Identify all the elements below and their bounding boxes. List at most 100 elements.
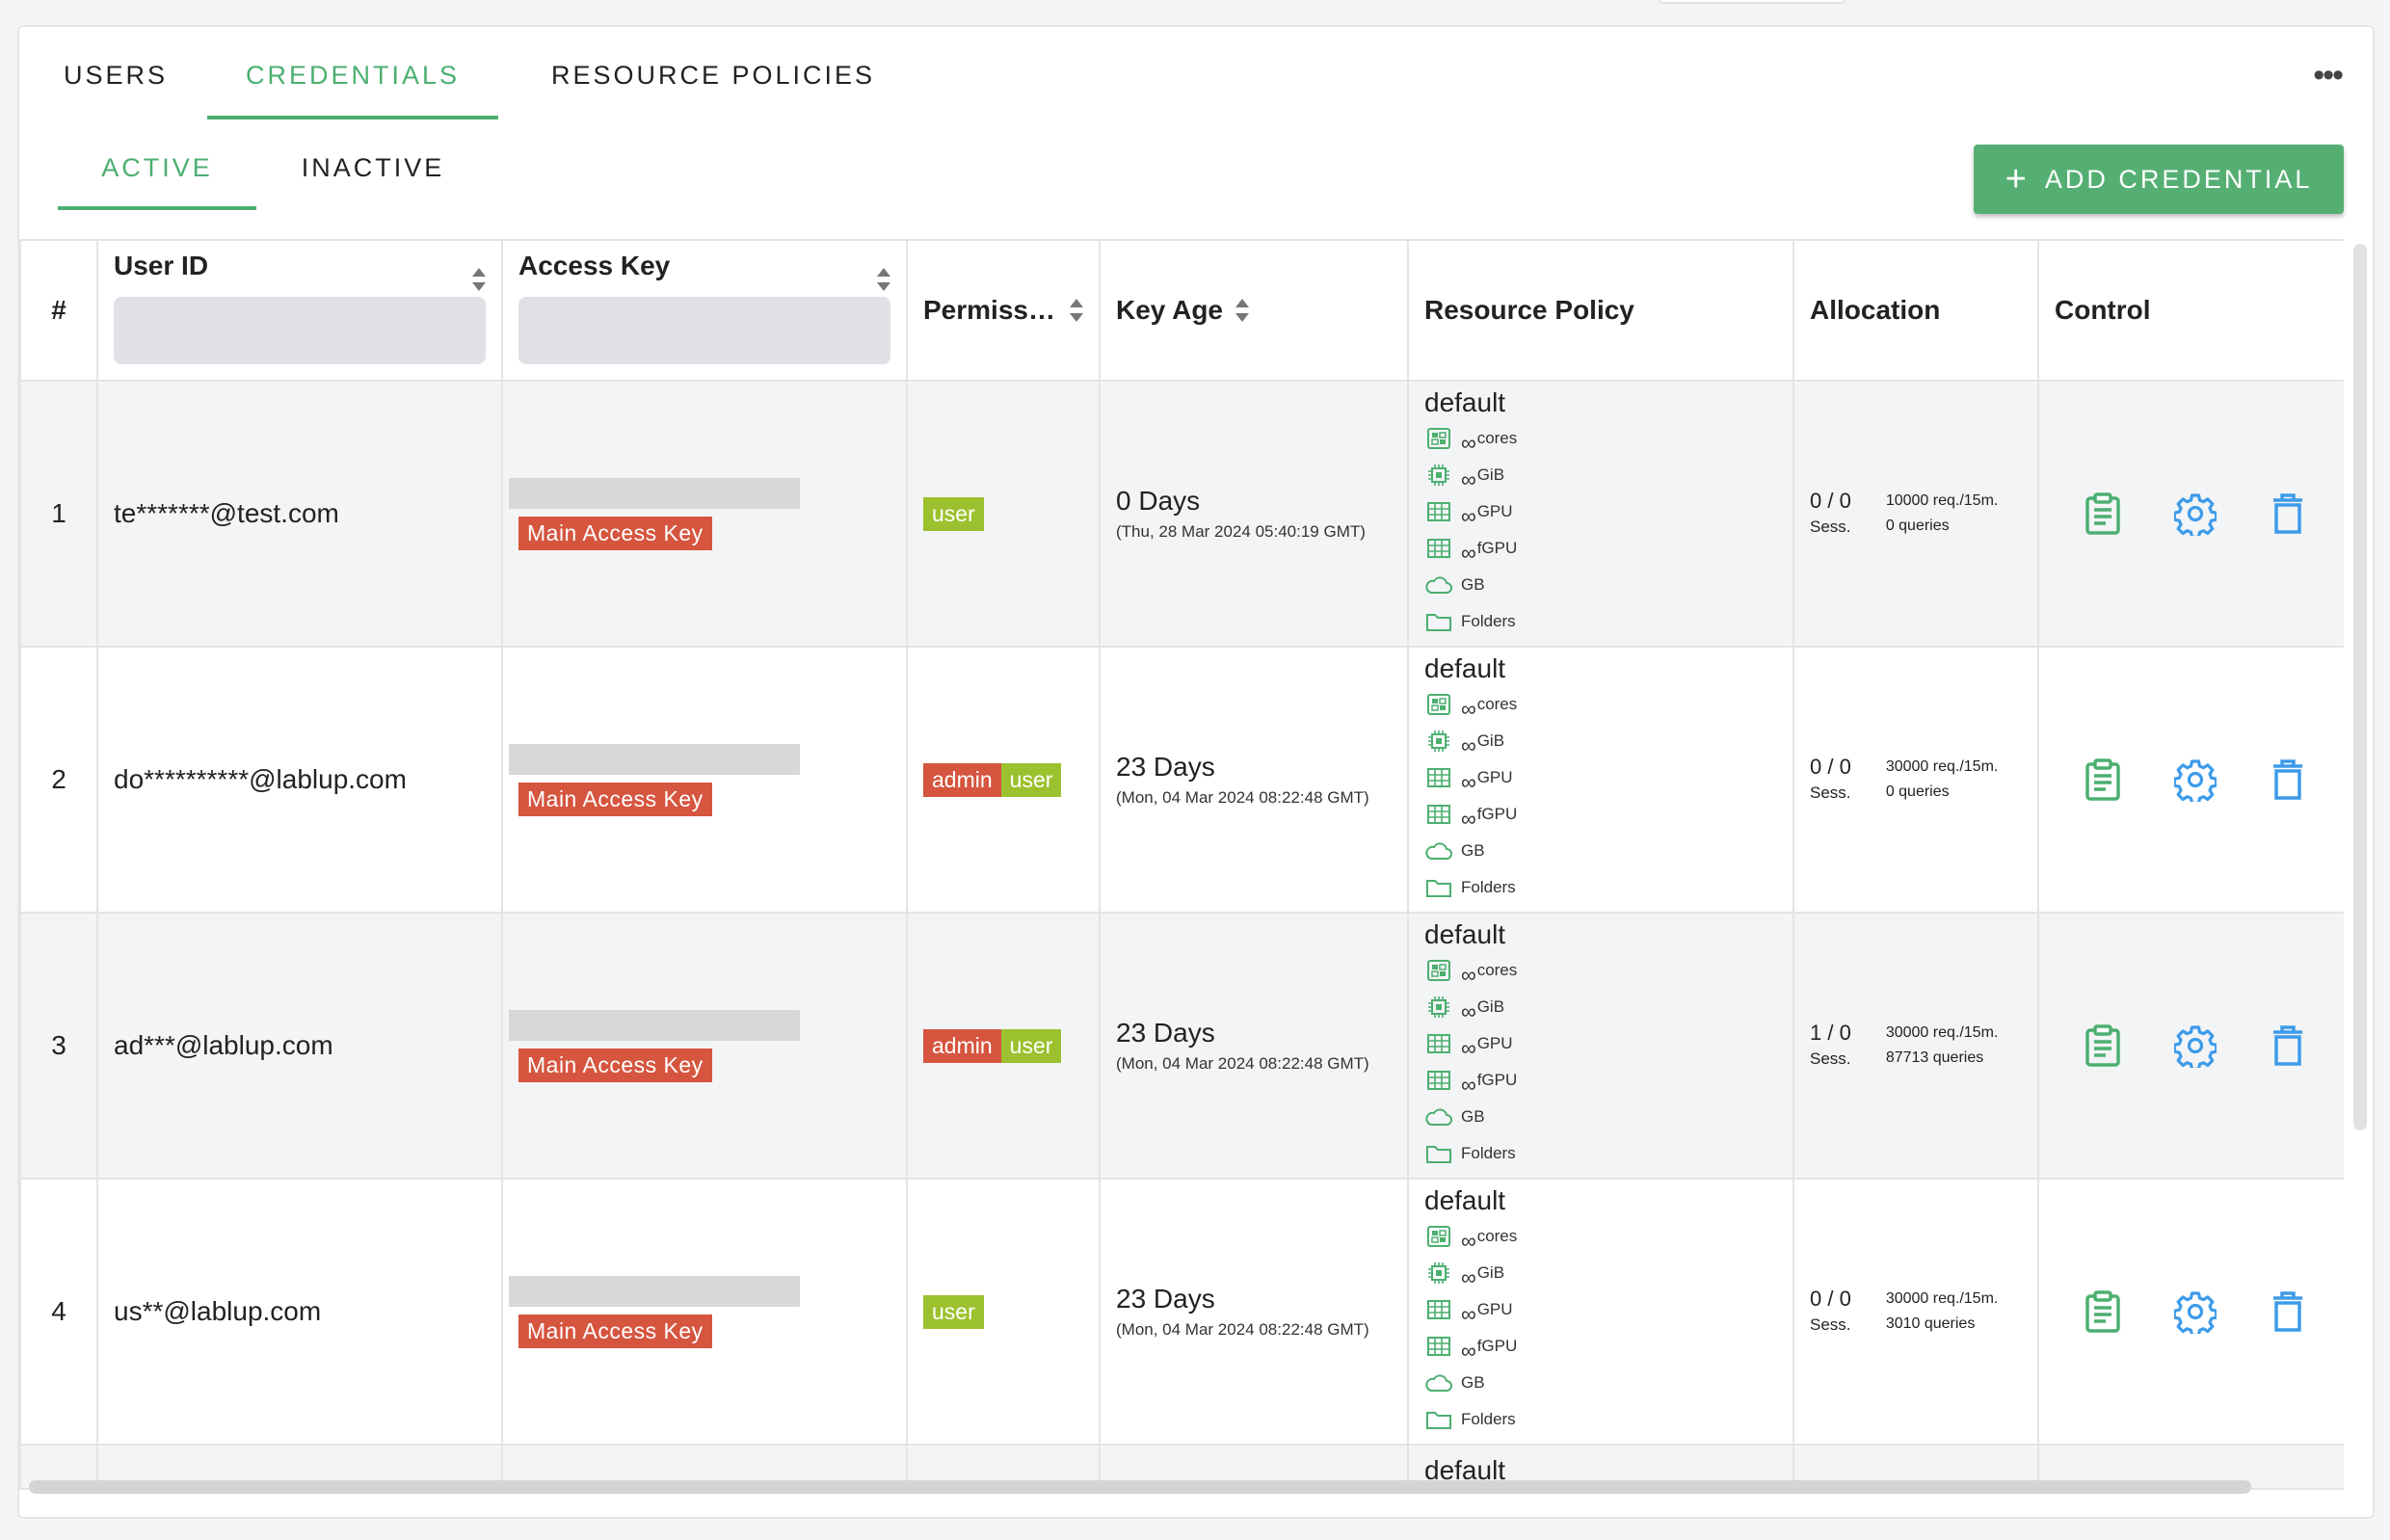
delete-trash-icon[interactable]: [2267, 491, 2309, 536]
user-badge: user: [1000, 762, 1062, 797]
policy-memory: ∞ GiB: [1424, 457, 1777, 493]
memory-chip-icon: [1428, 1262, 1449, 1284]
main-access-key-badge: Main Access Key: [518, 1314, 712, 1348]
cpu-icon: [1427, 694, 1450, 715]
rate-limit: 30000 req./15m. 0 queries: [1885, 758, 1999, 800]
info-clipboard-icon[interactable]: [2082, 757, 2124, 802]
key-age-value: 23 Days: [1116, 752, 1215, 782]
cloud-icon: [1425, 842, 1452, 860]
main-access-key-badge: Main Access Key: [518, 782, 712, 816]
fgpu-icon: [1427, 1071, 1450, 1090]
header-key-age: Key Age: [1099, 239, 1409, 382]
cloud-icon: [1425, 1374, 1452, 1392]
add-credential-button[interactable]: + ADD CREDENTIAL: [1974, 145, 2344, 214]
access-key-filter-input[interactable]: [518, 297, 890, 364]
allocation-cell: 0 / 0 Sess. 10000 req./15m. 0 queries: [1792, 380, 2039, 648]
memory-chip-icon: [1428, 996, 1449, 1018]
header-permission: Permiss…: [906, 239, 1101, 382]
session-count: 0 / 0 Sess.: [1810, 489, 1851, 536]
access-key-cell: Main Access Key: [501, 380, 908, 648]
access-key-value: [509, 1275, 800, 1307]
table-row: 2 do**********@lablup.com Main Access Ke…: [19, 646, 2344, 914]
header-index: #: [19, 239, 98, 382]
table-row: 1 te*******@test.com Main Access Key use…: [19, 380, 2344, 648]
cpu-icon: [1427, 960, 1450, 981]
resource-policy-cell: default ∞ cores ∞ GiB ∞ GPU ∞ fGPU GB: [1407, 646, 1794, 914]
key-age-cell: 23 Days (Mon, 04 Mar 2024 08:22:48 GMT): [1099, 1178, 1409, 1446]
add-credential-label: ADD CREDENTIAL: [2044, 164, 2313, 194]
sort-icon[interactable]: [877, 268, 890, 291]
memory-chip-icon: [1428, 730, 1449, 752]
user-badge: user: [923, 496, 984, 531]
gpu-icon: [1427, 768, 1450, 787]
policy-memory: ∞ GiB: [1424, 1255, 1777, 1291]
session-count: 0 / 0 Sess.: [1810, 755, 1851, 802]
delete-trash-icon[interactable]: [2267, 757, 2309, 802]
policy-cpu: ∞ cores: [1424, 952, 1777, 989]
policy-name: default: [1424, 387, 1506, 417]
key-age-cell: 0 Days (Thu, 28 Mar 2024 05:40:19 GMT): [1099, 380, 1409, 648]
key-age-value: 23 Days: [1116, 1018, 1215, 1048]
table-row: 4 us**@lablup.com Main Access Key user 2…: [19, 1178, 2344, 1446]
cpu-icon: [1427, 428, 1450, 449]
allocation-cell: 0 / 0 Sess. 30000 req./15m. 0 queries: [1792, 646, 2039, 914]
settings-gear-icon[interactable]: [2174, 1289, 2217, 1334]
user-id-cell: us**@lablup.com: [96, 1178, 503, 1446]
header-permission-label: Permiss…: [923, 295, 1055, 325]
user-badge: user: [1000, 1028, 1062, 1063]
horizontal-scrollbar[interactable]: [29, 1480, 2251, 1494]
settings-gear-icon[interactable]: [2174, 757, 2217, 802]
subtab-inactive[interactable]: INACTIVE: [301, 153, 445, 182]
info-clipboard-icon[interactable]: [2082, 1289, 2124, 1334]
policy-fgpu: ∞ fGPU: [1424, 530, 1777, 567]
policy-name: default: [1424, 1185, 1506, 1215]
resource-policy-cell: default ∞ cores ∞ GiB ∞ GPU ∞ fGPU GB: [1407, 380, 1794, 648]
user-id-cell: te*******@test.com: [96, 380, 503, 648]
gpu-icon: [1427, 1034, 1450, 1053]
permission-cell: admin user: [906, 912, 1101, 1180]
key-created-date: (Mon, 04 Mar 2024 08:22:48 GMT): [1116, 1320, 1369, 1339]
key-created-date: (Mon, 04 Mar 2024 08:22:48 GMT): [1116, 788, 1369, 807]
credentials-table-wrapper: # User ID Access Key Permiss… Key Age Re…: [19, 239, 2344, 1492]
delete-trash-icon[interactable]: [2267, 1289, 2309, 1334]
info-clipboard-icon[interactable]: [2082, 491, 2124, 536]
tab-credentials[interactable]: CREDENTIALS: [207, 56, 498, 119]
policy-gpu: ∞ GPU: [1424, 493, 1777, 530]
cloud-icon: [1425, 1108, 1452, 1126]
sort-icon[interactable]: [1235, 299, 1249, 322]
gpu-icon: [1427, 1300, 1450, 1319]
session-count: 0 / 0 Sess.: [1810, 1287, 1851, 1334]
sort-icon[interactable]: [1070, 299, 1083, 322]
policy-storage: GB: [1424, 567, 1777, 603]
resource-policy-cell: default ∞ cores ∞ GiB ∞ GPU ∞ fGPU GB: [1407, 1178, 1794, 1446]
fgpu-icon: [1427, 1337, 1450, 1356]
info-clipboard-icon[interactable]: [2082, 1023, 2124, 1068]
session-count: 1 / 0 Sess.: [1810, 1021, 1851, 1068]
user-id-filter-input[interactable]: [114, 297, 486, 364]
settings-gear-icon[interactable]: [2174, 1023, 2217, 1068]
key-age-cell: 23 Days (Mon, 04 Mar 2024 08:22:48 GMT): [1099, 646, 1409, 914]
vertical-scrollbar[interactable]: [2353, 244, 2367, 1130]
policy-folders: Folders: [1424, 1135, 1777, 1172]
settings-gear-icon[interactable]: [2174, 491, 2217, 536]
control-cell: [2037, 1178, 2344, 1446]
permission-cell: user: [906, 1178, 1101, 1446]
more-options-icon[interactable]: •••: [2313, 57, 2344, 93]
policy-cpu: ∞ cores: [1424, 686, 1777, 723]
sort-icon[interactable]: [472, 268, 486, 291]
fgpu-icon: [1427, 539, 1450, 558]
permission-cell: admin user: [906, 646, 1101, 914]
policy-storage: GB: [1424, 1099, 1777, 1135]
delete-trash-icon[interactable]: [2267, 1023, 2309, 1068]
policy-fgpu: ∞ fGPU: [1424, 1328, 1777, 1365]
control-cell: [2037, 646, 2344, 914]
tab-users[interactable]: USERS: [63, 61, 169, 90]
policy-memory: ∞ GiB: [1424, 723, 1777, 759]
access-key-value: [509, 477, 800, 509]
policy-cpu: ∞ cores: [1424, 420, 1777, 457]
subtab-active[interactable]: ACTIVE: [58, 146, 256, 210]
header-user-id-label: User ID: [114, 251, 209, 280]
tab-resource-policies[interactable]: RESOURCE POLICIES: [550, 61, 876, 90]
rate-limit: 30000 req./15m. 87713 queries: [1885, 1024, 1999, 1066]
access-key-cell: Main Access Key: [501, 912, 908, 1180]
